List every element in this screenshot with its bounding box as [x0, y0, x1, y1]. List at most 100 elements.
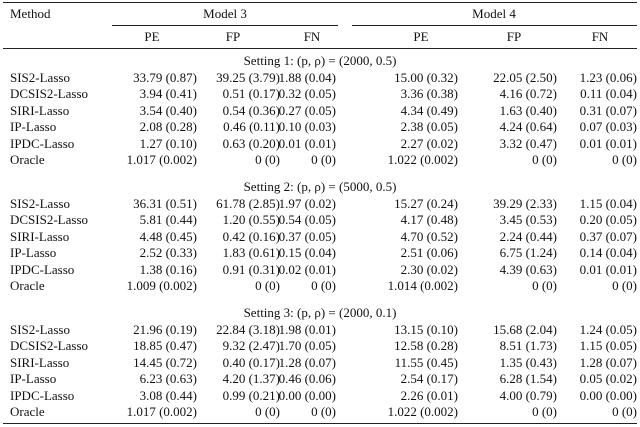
column-header: PE: [144, 29, 160, 44]
column-header: FP: [506, 29, 522, 44]
cell: 4.48 (0.45): [139, 228, 197, 244]
cell: 0 (0): [311, 278, 336, 293]
section-title: Setting 3: (p, ρ) = (2000, 0.1): [243, 305, 397, 320]
cell: 0 (0): [532, 278, 557, 293]
group-rule: [112, 25, 338, 26]
cell: 1.63 (0.40): [499, 102, 557, 118]
cell: 4.34 (0.49): [400, 102, 458, 118]
cell: 0.42 (0.16): [222, 228, 280, 244]
cell: 15.68 (2.04): [493, 322, 557, 337]
method-name: SIS2-Lasso: [10, 322, 70, 337]
method-name: Oracle: [10, 278, 45, 293]
column-header: FN: [591, 29, 609, 44]
cell: 39.29 (2.33): [493, 196, 557, 211]
cell: 6.28 (1.54): [499, 371, 557, 387]
cell: 39.25 (3.79): [216, 70, 280, 85]
cell: 4.39 (0.63): [499, 261, 557, 277]
group-rule: [352, 25, 637, 26]
cell: 9.32 (2.47): [222, 338, 280, 354]
cell: 0.05 (0.02): [579, 371, 637, 387]
section-title: Setting 1: (p, ρ) = (2000, 0.5): [243, 53, 397, 68]
method-name: DCSIS2-Lasso: [10, 212, 89, 228]
cell: 4.20 (1.37): [222, 371, 280, 387]
cell: 14.45 (0.72): [133, 354, 197, 370]
cell: 0 (0): [311, 152, 336, 167]
cell: 0 (0): [255, 152, 280, 167]
cell: 1.98 (0.01): [278, 322, 336, 337]
method-name: SIRI-Lasso: [10, 354, 70, 370]
cell: 1.022 (0.002): [387, 152, 458, 167]
cell: 0 (0): [255, 404, 280, 419]
cell: 1.83 (0.61): [222, 245, 280, 261]
cell: 13.15 (0.10): [394, 322, 458, 337]
cell: 33.79 (0.87): [133, 70, 197, 85]
cell: 0 (0): [532, 404, 557, 419]
cell: 0 (0): [532, 152, 557, 167]
header-rule: [3, 48, 637, 49]
cell: 6.75 (1.24): [499, 245, 557, 261]
column-header: FP: [225, 29, 241, 44]
cell: 12.58 (0.28): [394, 338, 458, 354]
cell: 1.28 (0.07): [579, 354, 637, 370]
cell: 1.009 (0.002): [126, 278, 197, 293]
section-title: Setting 2: (p, ρ) = (5000, 0.5): [243, 179, 397, 194]
cell: 0 (0): [255, 278, 280, 293]
method-name: IPDC-Lasso: [10, 387, 75, 403]
cell: 1.017 (0.002): [126, 404, 197, 419]
cell: 0.00 (0.00): [579, 387, 637, 403]
cell: 3.45 (0.53): [499, 212, 557, 228]
cell: 2.08 (0.28): [139, 119, 197, 135]
cell: 0.54 (0.05): [278, 212, 336, 228]
cell: 0.00 (0.00): [278, 387, 336, 403]
method-name: SIS2-Lasso: [10, 196, 70, 211]
cell: 4.24 (0.64): [499, 119, 557, 135]
cell: 0.07 (0.03): [579, 119, 637, 135]
header-method: Method: [10, 6, 51, 21]
cell: 3.08 (0.44): [139, 387, 197, 403]
cell: 2.30 (0.02): [400, 261, 458, 277]
method-name: SIRI-Lasso: [10, 228, 70, 244]
cell: 2.52 (0.33): [139, 245, 197, 261]
cell: 3.32 (0.47): [499, 135, 557, 151]
cell: 22.05 (2.50): [493, 70, 557, 85]
cell: 0.01 (0.01): [278, 135, 336, 151]
method-name: Oracle: [10, 152, 45, 167]
cell: 0.37 (0.05): [278, 228, 336, 244]
cell: 11.55 (0.45): [394, 354, 458, 370]
cell: 0.99 (0.21): [222, 387, 280, 403]
group-header: Model 4: [472, 6, 516, 21]
cell: 0.11 (0.04): [580, 86, 637, 102]
cell: 0.32 (0.05): [278, 86, 336, 102]
top-rule: [3, 2, 637, 4]
cell: 0.02 (0.01): [278, 261, 336, 277]
method-name: IP-Lasso: [10, 245, 57, 261]
cell: 2.24 (0.44): [499, 228, 557, 244]
cell: 0.46 (0.11): [223, 119, 280, 135]
cell: 0.14 (0.04): [579, 245, 637, 261]
cell: 0.10 (0.03): [278, 119, 336, 135]
cell: 0.54 (0.36): [222, 102, 280, 118]
cell: 0.51 (0.17): [222, 86, 280, 102]
cell: 0.20 (0.05): [579, 212, 637, 228]
cell: 1.24 (0.05): [579, 322, 637, 337]
cell: 3.94 (0.41): [139, 86, 197, 102]
cell: 4.00 (0.79): [499, 387, 557, 403]
cell: 3.54 (0.40): [139, 102, 197, 118]
cell: 2.26 (0.01): [400, 387, 458, 403]
cell: 0.63 (0.20): [222, 135, 280, 151]
cell: 2.38 (0.05): [400, 119, 458, 135]
cell: 0.27 (0.05): [278, 102, 336, 118]
cell: 0.46 (0.06): [278, 371, 336, 387]
method-name: IPDC-Lasso: [10, 135, 75, 151]
method-name: SIS2-Lasso: [10, 70, 70, 85]
cell: 1.014 (0.002): [387, 278, 458, 293]
cell: 15.27 (0.24): [394, 196, 458, 211]
cell: 0.15 (0.04): [278, 245, 336, 261]
cell: 4.70 (0.52): [400, 228, 458, 244]
cell: 1.20 (0.55): [222, 212, 280, 228]
cell: 4.16 (0.72): [499, 86, 557, 102]
cell: 21.96 (0.19): [133, 322, 197, 337]
cell: 2.27 (0.02): [400, 135, 458, 151]
method-name: IPDC-Lasso: [10, 261, 75, 277]
column-header: FN: [303, 29, 321, 44]
